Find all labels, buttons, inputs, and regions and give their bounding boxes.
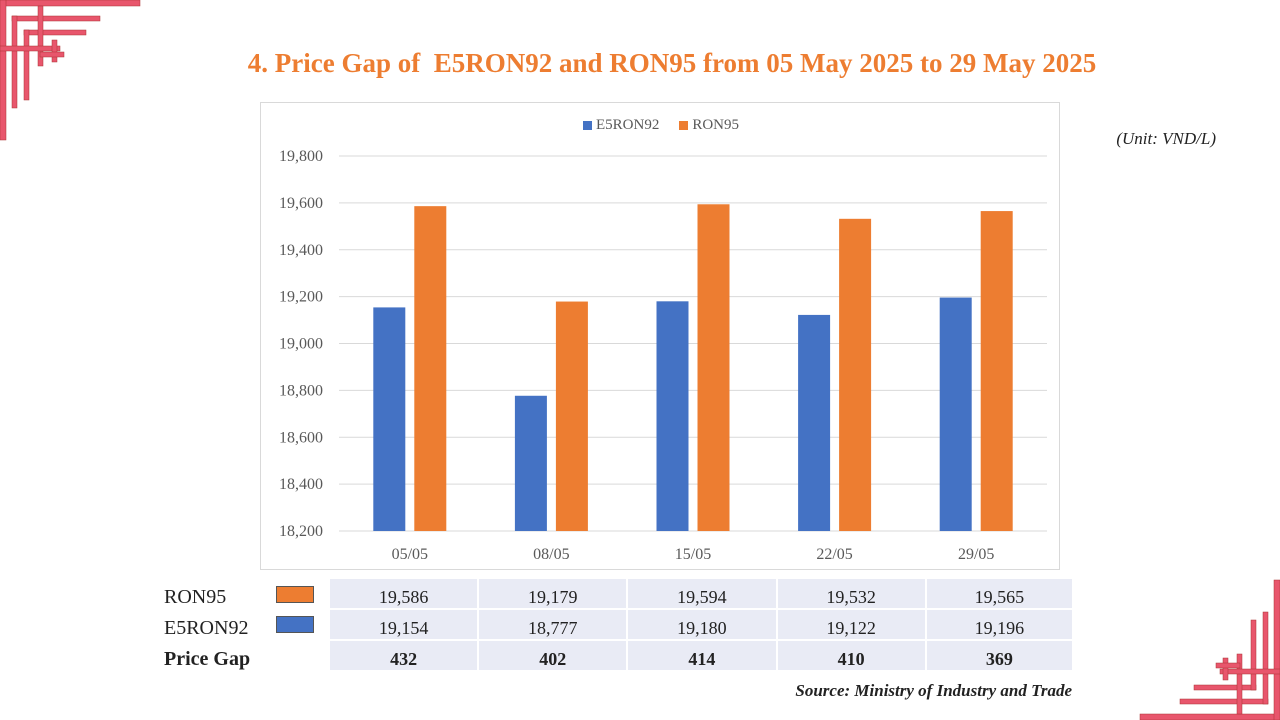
bar-ron95 — [980, 211, 1013, 531]
bar-e5ron92 — [373, 307, 406, 531]
corner-ornament-top-left-icon — [0, 0, 141, 141]
x-tick-label: 29/05 — [958, 546, 994, 563]
legend-label-e5ron92: E5RON92 — [595, 117, 660, 133]
table-cell: 19,154 — [327, 609, 479, 641]
y-tick-label: 19,000 — [279, 336, 323, 353]
table-cell: 19,565 — [924, 579, 1072, 610]
bar-ron95 — [555, 301, 588, 531]
row-label: Price Gap — [162, 640, 274, 671]
x-tick-label: 05/05 — [392, 546, 428, 563]
table-cell: 19,532 — [775, 579, 926, 610]
bar-ron95 — [839, 218, 872, 531]
table-cell: 18,777 — [477, 609, 628, 641]
bar-ron95 — [697, 204, 730, 531]
y-tick-label: 18,200 — [279, 523, 323, 540]
table-cell: 19,594 — [626, 579, 777, 610]
row-swatch-empty — [274, 640, 329, 671]
bar-e5ron92 — [798, 314, 831, 531]
row-label: E5RON92 — [162, 609, 274, 640]
table-cell: 19,196 — [924, 609, 1072, 641]
legend-item-ron95: RON95 — [679, 117, 739, 134]
table-cell: 19,122 — [775, 609, 926, 641]
row-swatch — [274, 609, 329, 640]
table-cell: 414 — [626, 640, 777, 672]
chart-legend: E5RON92 RON95 — [261, 117, 1061, 134]
legend-item-e5ron92: E5RON92 — [582, 117, 660, 134]
bar-e5ron92 — [514, 395, 547, 531]
price-table: RON95 19,586 19,179 19,594 19,532 19,565… — [162, 579, 1072, 672]
chart-canvas: 18,200 18,400 18,600 18,800 19,000 19,200 19,4… — [279, 148, 1047, 563]
table-cell: 369 — [924, 640, 1072, 672]
y-tick-label: 19,800 — [279, 148, 323, 165]
table-cell: 402 — [477, 640, 628, 672]
x-tick-label: 15/05 — [675, 546, 711, 563]
y-tick-label: 19,200 — [279, 289, 323, 306]
table-cell: 19,586 — [327, 579, 479, 610]
y-tick-label: 18,400 — [279, 476, 323, 493]
bar-ron95 — [414, 206, 447, 531]
table-row-e5ron92: E5RON92 19,154 18,777 19,180 19,122 19,1… — [162, 609, 1072, 641]
unit-label: (Unit: VND/L) — [1116, 129, 1216, 148]
table-cell: 19,179 — [477, 579, 628, 610]
table-row-ron95: RON95 19,586 19,179 19,594 19,532 19,565 — [162, 579, 1072, 610]
x-tick-label: 08/05 — [533, 546, 569, 563]
corner-ornament-bottom-right-icon — [1139, 579, 1280, 720]
legend-label-ron95: RON95 — [692, 117, 739, 133]
table-cell: 432 — [327, 640, 479, 672]
table-row-price-gap: Price Gap 432 402 414 410 369 — [162, 640, 1072, 672]
bar-chart: 18,200 18,400 18,600 18,800 19,000 19,200 19,4… — [260, 102, 1060, 570]
source-note: Source: Ministry of Industry and Trade — [795, 681, 1072, 700]
legend-swatch-e5ron92 — [582, 121, 592, 130]
page-title: 4. Price Gap of E5RON92 and RON95 from 0… — [247, 48, 1097, 78]
y-tick-label: 18,800 — [279, 382, 323, 399]
y-tick-label: 18,600 — [279, 429, 323, 446]
table-cell: 410 — [775, 640, 926, 672]
table-cell: 19,180 — [626, 609, 777, 641]
y-tick-label: 19,600 — [279, 195, 323, 212]
y-tick-label: 19,400 — [279, 242, 323, 259]
bar-e5ron92 — [656, 301, 689, 531]
row-label: RON95 — [162, 579, 274, 609]
bar-e5ron92 — [939, 297, 972, 531]
legend-swatch-ron95 — [679, 121, 689, 130]
x-tick-label: 22/05 — [816, 546, 852, 563]
row-swatch — [274, 579, 329, 609]
